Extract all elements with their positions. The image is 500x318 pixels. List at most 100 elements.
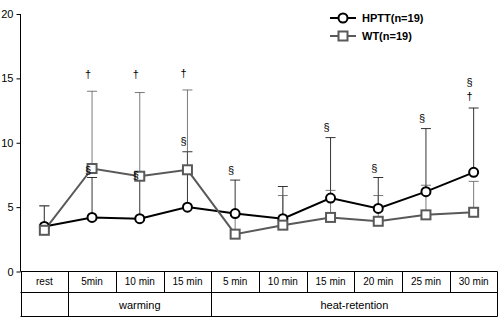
y-tick-label: 10 bbox=[1, 137, 13, 149]
marker bbox=[88, 213, 97, 222]
x-tick: 5min bbox=[81, 276, 103, 287]
y-tick-mark bbox=[17, 207, 21, 208]
error-bar bbox=[87, 178, 97, 218]
x-tick-label: 15 min bbox=[316, 276, 346, 287]
error-bar-stem bbox=[330, 138, 331, 199]
x-tick-label: 25 min bbox=[411, 276, 441, 287]
marker bbox=[469, 168, 478, 177]
x-tick-label: 15 min bbox=[172, 276, 202, 287]
table-line bbox=[68, 272, 69, 317]
x-tick-label: 20 min bbox=[363, 276, 393, 287]
annotation: § bbox=[371, 162, 377, 174]
legend-label: WT(n=19) bbox=[362, 30, 412, 42]
table-line bbox=[354, 272, 355, 293]
y-tick-label: 0 bbox=[7, 266, 13, 278]
marker bbox=[183, 165, 192, 174]
x-tick: 5 min bbox=[223, 276, 247, 287]
error-bar-cap bbox=[326, 190, 336, 191]
series-line bbox=[44, 169, 473, 235]
table-line bbox=[21, 316, 498, 317]
marker bbox=[135, 214, 144, 223]
error-bar-stem bbox=[139, 180, 140, 219]
y-tick-label: 5 bbox=[7, 201, 13, 213]
x-tick-label: 5min bbox=[81, 276, 103, 287]
error-bar bbox=[421, 129, 431, 192]
annotation: § bbox=[180, 135, 186, 147]
annotation: † bbox=[180, 67, 186, 79]
table-line bbox=[450, 272, 451, 293]
error-bar-cap bbox=[373, 195, 383, 196]
table-line bbox=[164, 272, 165, 293]
table-line bbox=[259, 272, 260, 293]
error-bar-cap bbox=[326, 137, 336, 138]
table-line bbox=[497, 272, 498, 317]
x-tick-label: 10 min bbox=[125, 276, 155, 287]
annotation: § bbox=[323, 121, 329, 133]
error-bar-stem bbox=[92, 91, 93, 168]
series-line bbox=[44, 172, 473, 226]
y-tick: 15 bbox=[1, 72, 20, 84]
marker bbox=[231, 209, 240, 218]
category-table bbox=[21, 272, 498, 317]
error-bar-stem bbox=[473, 108, 474, 172]
error-bar-cap bbox=[87, 91, 97, 92]
marker bbox=[40, 226, 49, 235]
x-tick: 30 min bbox=[459, 276, 489, 287]
legend-marker bbox=[339, 32, 348, 41]
annotation: † bbox=[133, 68, 139, 80]
marker bbox=[326, 213, 335, 222]
table-line bbox=[116, 272, 117, 293]
annotation: § bbox=[419, 112, 425, 124]
error-bar-cap bbox=[421, 128, 431, 129]
y-tick-mark bbox=[17, 272, 21, 273]
x-tick: rest bbox=[36, 276, 53, 287]
error-bar-cap bbox=[135, 92, 145, 93]
annotation: § bbox=[85, 164, 91, 176]
table-line bbox=[211, 272, 212, 317]
error-bar bbox=[182, 90, 192, 170]
marker bbox=[374, 217, 383, 226]
marker bbox=[326, 194, 335, 203]
marker bbox=[421, 187, 430, 196]
error-bar bbox=[469, 108, 479, 172]
error-bar bbox=[135, 180, 145, 219]
y-tick-mark bbox=[17, 143, 21, 144]
error-bar-cap bbox=[469, 181, 479, 182]
error-bar-cap bbox=[373, 177, 383, 178]
x-tick: 25 min bbox=[411, 276, 441, 287]
y-tick: 20 bbox=[1, 8, 20, 20]
error-bar-cap bbox=[421, 185, 431, 186]
x-tick: 10 min bbox=[125, 276, 155, 287]
error-bar-cap bbox=[39, 205, 49, 206]
error-bar-cap bbox=[87, 177, 97, 178]
x-tick: 15 min bbox=[172, 276, 202, 287]
y-tick: 0 bbox=[7, 266, 20, 278]
annotation: § bbox=[133, 169, 139, 181]
group-label: warming bbox=[118, 299, 161, 311]
y-tick-label: 20 bbox=[1, 8, 13, 20]
legend-label: HPTT(n=19) bbox=[362, 12, 424, 24]
y-tick-mark bbox=[17, 78, 21, 79]
error-bar-cap bbox=[278, 195, 288, 196]
marker bbox=[231, 230, 240, 239]
error-bar bbox=[326, 138, 336, 199]
table-line bbox=[307, 272, 308, 293]
x-tick-label: rest bbox=[36, 276, 53, 287]
legend: HPTT(n=19) WT(n=19) bbox=[330, 12, 424, 42]
error-bar-cap bbox=[230, 180, 240, 181]
error-bar bbox=[135, 93, 145, 177]
x-tick: 10 min bbox=[268, 276, 298, 287]
group-label: heat-retention bbox=[320, 299, 388, 311]
error-bar-stem bbox=[425, 129, 426, 192]
legend-marker bbox=[339, 14, 348, 23]
table-line bbox=[21, 272, 22, 317]
marker bbox=[278, 221, 287, 230]
marker bbox=[374, 204, 383, 213]
x-tick: 20 min bbox=[363, 276, 393, 287]
y-tick: 5 bbox=[7, 201, 20, 213]
error-bar-cap bbox=[39, 205, 49, 206]
y-tick-label: 15 bbox=[1, 72, 13, 84]
marker bbox=[469, 208, 478, 217]
chart: 0 5 10 15 20 rest 5min 10 min 15 min 5 min 10 min 1… bbox=[0, 0, 500, 318]
marker bbox=[421, 210, 430, 219]
